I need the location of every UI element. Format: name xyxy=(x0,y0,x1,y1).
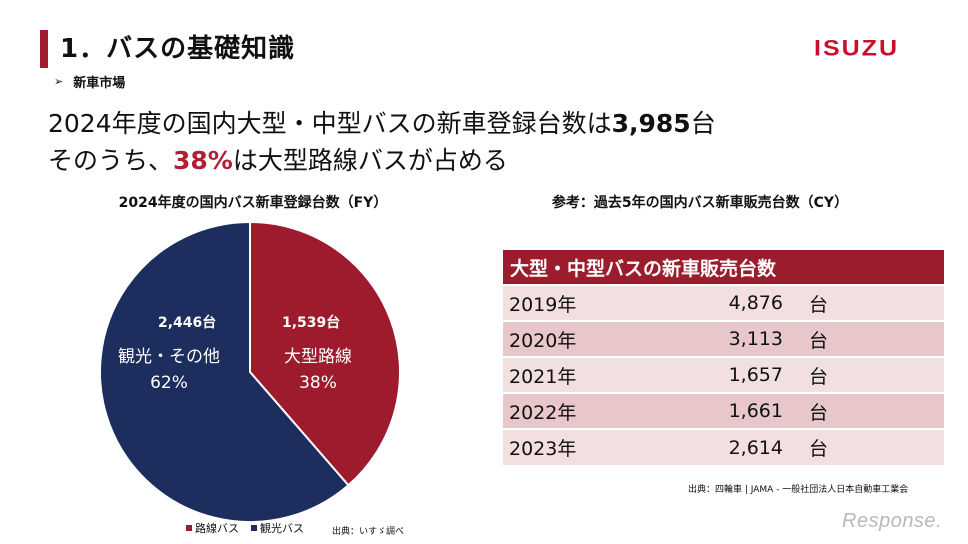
pie-percent-label: 62% xyxy=(150,373,188,393)
sales-table: 大型・中型バスの新車販売台数 2019年 4,876 台 2020年 3,113… xyxy=(503,250,944,465)
legend-swatch xyxy=(186,525,192,531)
pie-name-route-bus: 大型路線 38% xyxy=(284,344,352,396)
headline-text: 2024年度の国内大型・中型バスの新車登録台数は xyxy=(48,109,612,138)
table-row: 2020年 3,113 台 xyxy=(503,320,944,357)
pie-name-tour-bus: 観光・その他 62% xyxy=(118,344,220,396)
headline-total-value: 3,985 xyxy=(611,109,691,138)
headline: 2024年度の国内大型・中型バスの新車登録台数は3,985台 そのうち、38%は… xyxy=(48,105,716,179)
unit-cell: 台 xyxy=(783,428,944,465)
table-row: 2019年 4,876 台 xyxy=(503,284,944,321)
pie-slice-route-bus xyxy=(249,222,400,487)
legend-label: 観光バス xyxy=(260,522,304,535)
legend-label: 路線バス xyxy=(195,522,239,535)
headline-percent-value: 38% xyxy=(173,146,233,175)
table-row: 2023年 2,614 台 xyxy=(503,428,944,465)
pie-percent-label: 38% xyxy=(299,373,337,393)
response-watermark: Response. xyxy=(842,510,943,532)
table-row: 2021年 1,657 台 xyxy=(503,356,944,393)
year-cell: 2021年 xyxy=(503,356,633,393)
year-cell: 2022年 xyxy=(503,392,633,429)
unit-cell: 台 xyxy=(783,320,944,357)
value-cell: 4,876 xyxy=(633,284,783,321)
pie-chart-title: 2024年度の国内バス新車登録台数（FY） xyxy=(118,195,388,211)
headline-text: は大型路線バスが占める xyxy=(232,146,508,175)
headline-text: そのうち、 xyxy=(48,146,174,175)
pie-value-label: 1,539台 xyxy=(282,315,341,331)
pie-label-route-bus: 1,539台 xyxy=(282,312,340,332)
value-cell: 1,657 xyxy=(633,356,783,393)
headline-unit: 台 xyxy=(690,109,716,138)
pie-label-tour-bus: 2,446台 xyxy=(158,312,216,332)
subheading-text: 新車市場 xyxy=(73,76,126,91)
year-cell: 2019年 xyxy=(503,284,633,321)
value-cell: 1,661 xyxy=(633,392,783,429)
title-accent-bar xyxy=(40,30,48,68)
table-row: 2022年 1,661 台 xyxy=(503,392,944,429)
year-cell: 2023年 xyxy=(503,428,633,465)
unit-cell: 台 xyxy=(783,392,944,429)
value-cell: 3,113 xyxy=(633,320,783,357)
headline-line-1: 2024年度の国内大型・中型バスの新車登録台数は3,985台 xyxy=(48,105,716,142)
unit-cell: 台 xyxy=(783,356,944,393)
pie-value-label: 2,446台 xyxy=(158,315,217,331)
slide-title: 1．バスの基礎知識 xyxy=(60,34,296,64)
pie-category-label: 観光・その他 xyxy=(118,347,220,367)
unit-cell: 台 xyxy=(783,284,944,321)
legend-swatch xyxy=(251,525,257,531)
pie-slice-tour-bus xyxy=(100,222,350,522)
value-cell: 2,614 xyxy=(633,428,783,465)
pie-chart xyxy=(100,222,400,522)
headline-line-2: そのうち、38%は大型路線バスが占める xyxy=(48,142,716,179)
isuzu-logo: ISUZU xyxy=(814,35,899,61)
arrow-right-icon: ➢ xyxy=(54,75,64,88)
table-header-row: 大型・中型バスの新車販売台数 xyxy=(503,250,944,285)
table-source-note: 出典：四輪車 | JAMA - 一般社団法人日本自動車工業会 xyxy=(688,485,909,495)
legend-item-route-bus: 路線バス xyxy=(186,520,239,536)
legend-item-tour-bus: 観光バス xyxy=(251,520,304,536)
pie-legend: 路線バス 観光バス xyxy=(186,520,304,536)
pie-source-note: 出典：いすゞ調べ xyxy=(332,527,405,537)
subheading: ➢ 新車市場 xyxy=(54,72,125,91)
table-title: 参考：過去5年の国内バス新車販売台数（CY） xyxy=(551,195,849,211)
table-header: 大型・中型バスの新車販売台数 xyxy=(503,250,944,285)
pie-category-label: 大型路線 xyxy=(284,347,352,367)
year-cell: 2020年 xyxy=(503,320,633,357)
